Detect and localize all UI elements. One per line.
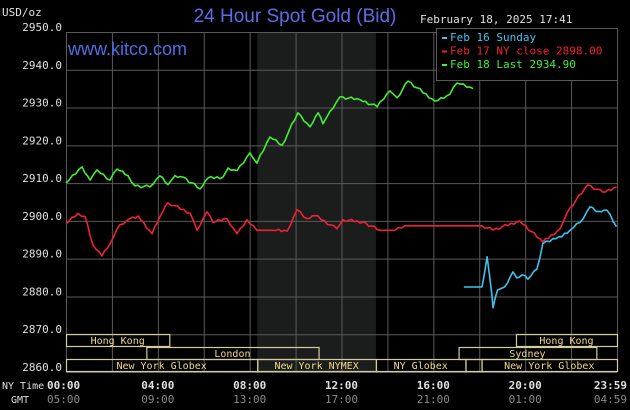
session-label: New York NYMEX xyxy=(274,361,358,372)
x-tick-label-ny: 20:00 xyxy=(509,379,542,392)
session-band-box xyxy=(481,358,619,373)
session-label: Hong Kong xyxy=(91,336,145,347)
x-tick-label-gmt: 04:59 xyxy=(594,393,627,406)
series-line-feb17 xyxy=(65,184,617,257)
legend-entry: Feb 17 NY close 2898.00 xyxy=(450,45,602,58)
legend-swatch xyxy=(442,50,447,53)
session-label: NY Globex xyxy=(394,361,448,372)
x-tick-label-gmt: 01:00 xyxy=(509,393,542,406)
session-band: NY Globex xyxy=(375,358,467,373)
session-label: London xyxy=(214,349,250,360)
x-tick-label-ny: 23:59 xyxy=(594,379,627,392)
nymex-hours-shading xyxy=(257,32,376,372)
y-tick-label: 2930.0 xyxy=(22,97,62,110)
session-band: New York NYMEX xyxy=(257,358,378,373)
session-band-box xyxy=(65,333,171,348)
session-band: Hong Kong xyxy=(65,333,171,348)
y-tick-label: 2900.0 xyxy=(22,210,62,223)
legend-swatch xyxy=(442,64,447,66)
y-tick-label: 2950.0 xyxy=(22,21,62,34)
series-line-feb18 xyxy=(65,80,474,190)
session-label: Hong Kong xyxy=(539,336,593,347)
session-band: New York Globex xyxy=(481,358,619,373)
x-tick-label-gmt: 09:00 xyxy=(141,393,174,406)
y-tick-label: 2940.0 xyxy=(22,59,62,72)
timestamp: February 18, 2025 17:41 xyxy=(420,13,572,26)
x-tick-label-ny: 00:00 xyxy=(47,379,80,392)
x-tick-label-ny: 12:00 xyxy=(325,379,358,392)
y-tick-label: 2870.0 xyxy=(22,323,62,336)
x-tick-label-gmt: 21:00 xyxy=(417,393,450,406)
x-tick-label-gmt: 05:00 xyxy=(47,393,80,406)
session-label: New York Globex xyxy=(116,361,206,372)
y-tick-label: 2860.0 xyxy=(22,361,62,374)
chart-title: 24 Hour Spot Gold (Bid) xyxy=(194,6,397,27)
legend-entry: Feb 18 Last 2934.90 xyxy=(450,58,576,71)
session-band: Hong Kong xyxy=(515,333,619,348)
session-band: New York Globex xyxy=(65,358,259,373)
session-label: Sydney xyxy=(509,349,545,360)
x-tick-label-gmt: 13:00 xyxy=(233,393,266,406)
x-tick-label-ny: 08:00 xyxy=(233,379,266,392)
legend-entry: Feb 16 Sunday xyxy=(450,31,536,44)
session-label: New York Globex xyxy=(504,361,594,372)
x-tick-label-ny: 04:00 xyxy=(141,379,174,392)
series-line-feb16 xyxy=(463,206,618,309)
legend-box xyxy=(436,28,618,81)
gmt-label: GMT xyxy=(11,395,29,406)
site-watermark: www.kitco.com xyxy=(67,39,187,59)
session-band-box xyxy=(515,333,619,348)
ny-time-label: NY Time xyxy=(2,381,44,392)
legend-swatch xyxy=(442,37,447,39)
x-tick-label-gmt: 17:00 xyxy=(325,393,358,406)
units-label: USD/oz xyxy=(2,6,42,19)
x-tick-label-ny: 16:00 xyxy=(417,379,450,392)
y-tick-label: 2920.0 xyxy=(22,134,62,147)
y-tick-label: 2880.0 xyxy=(22,285,62,298)
y-tick-label: 2890.0 xyxy=(22,248,62,261)
y-tick-label: 2910.0 xyxy=(22,172,62,185)
